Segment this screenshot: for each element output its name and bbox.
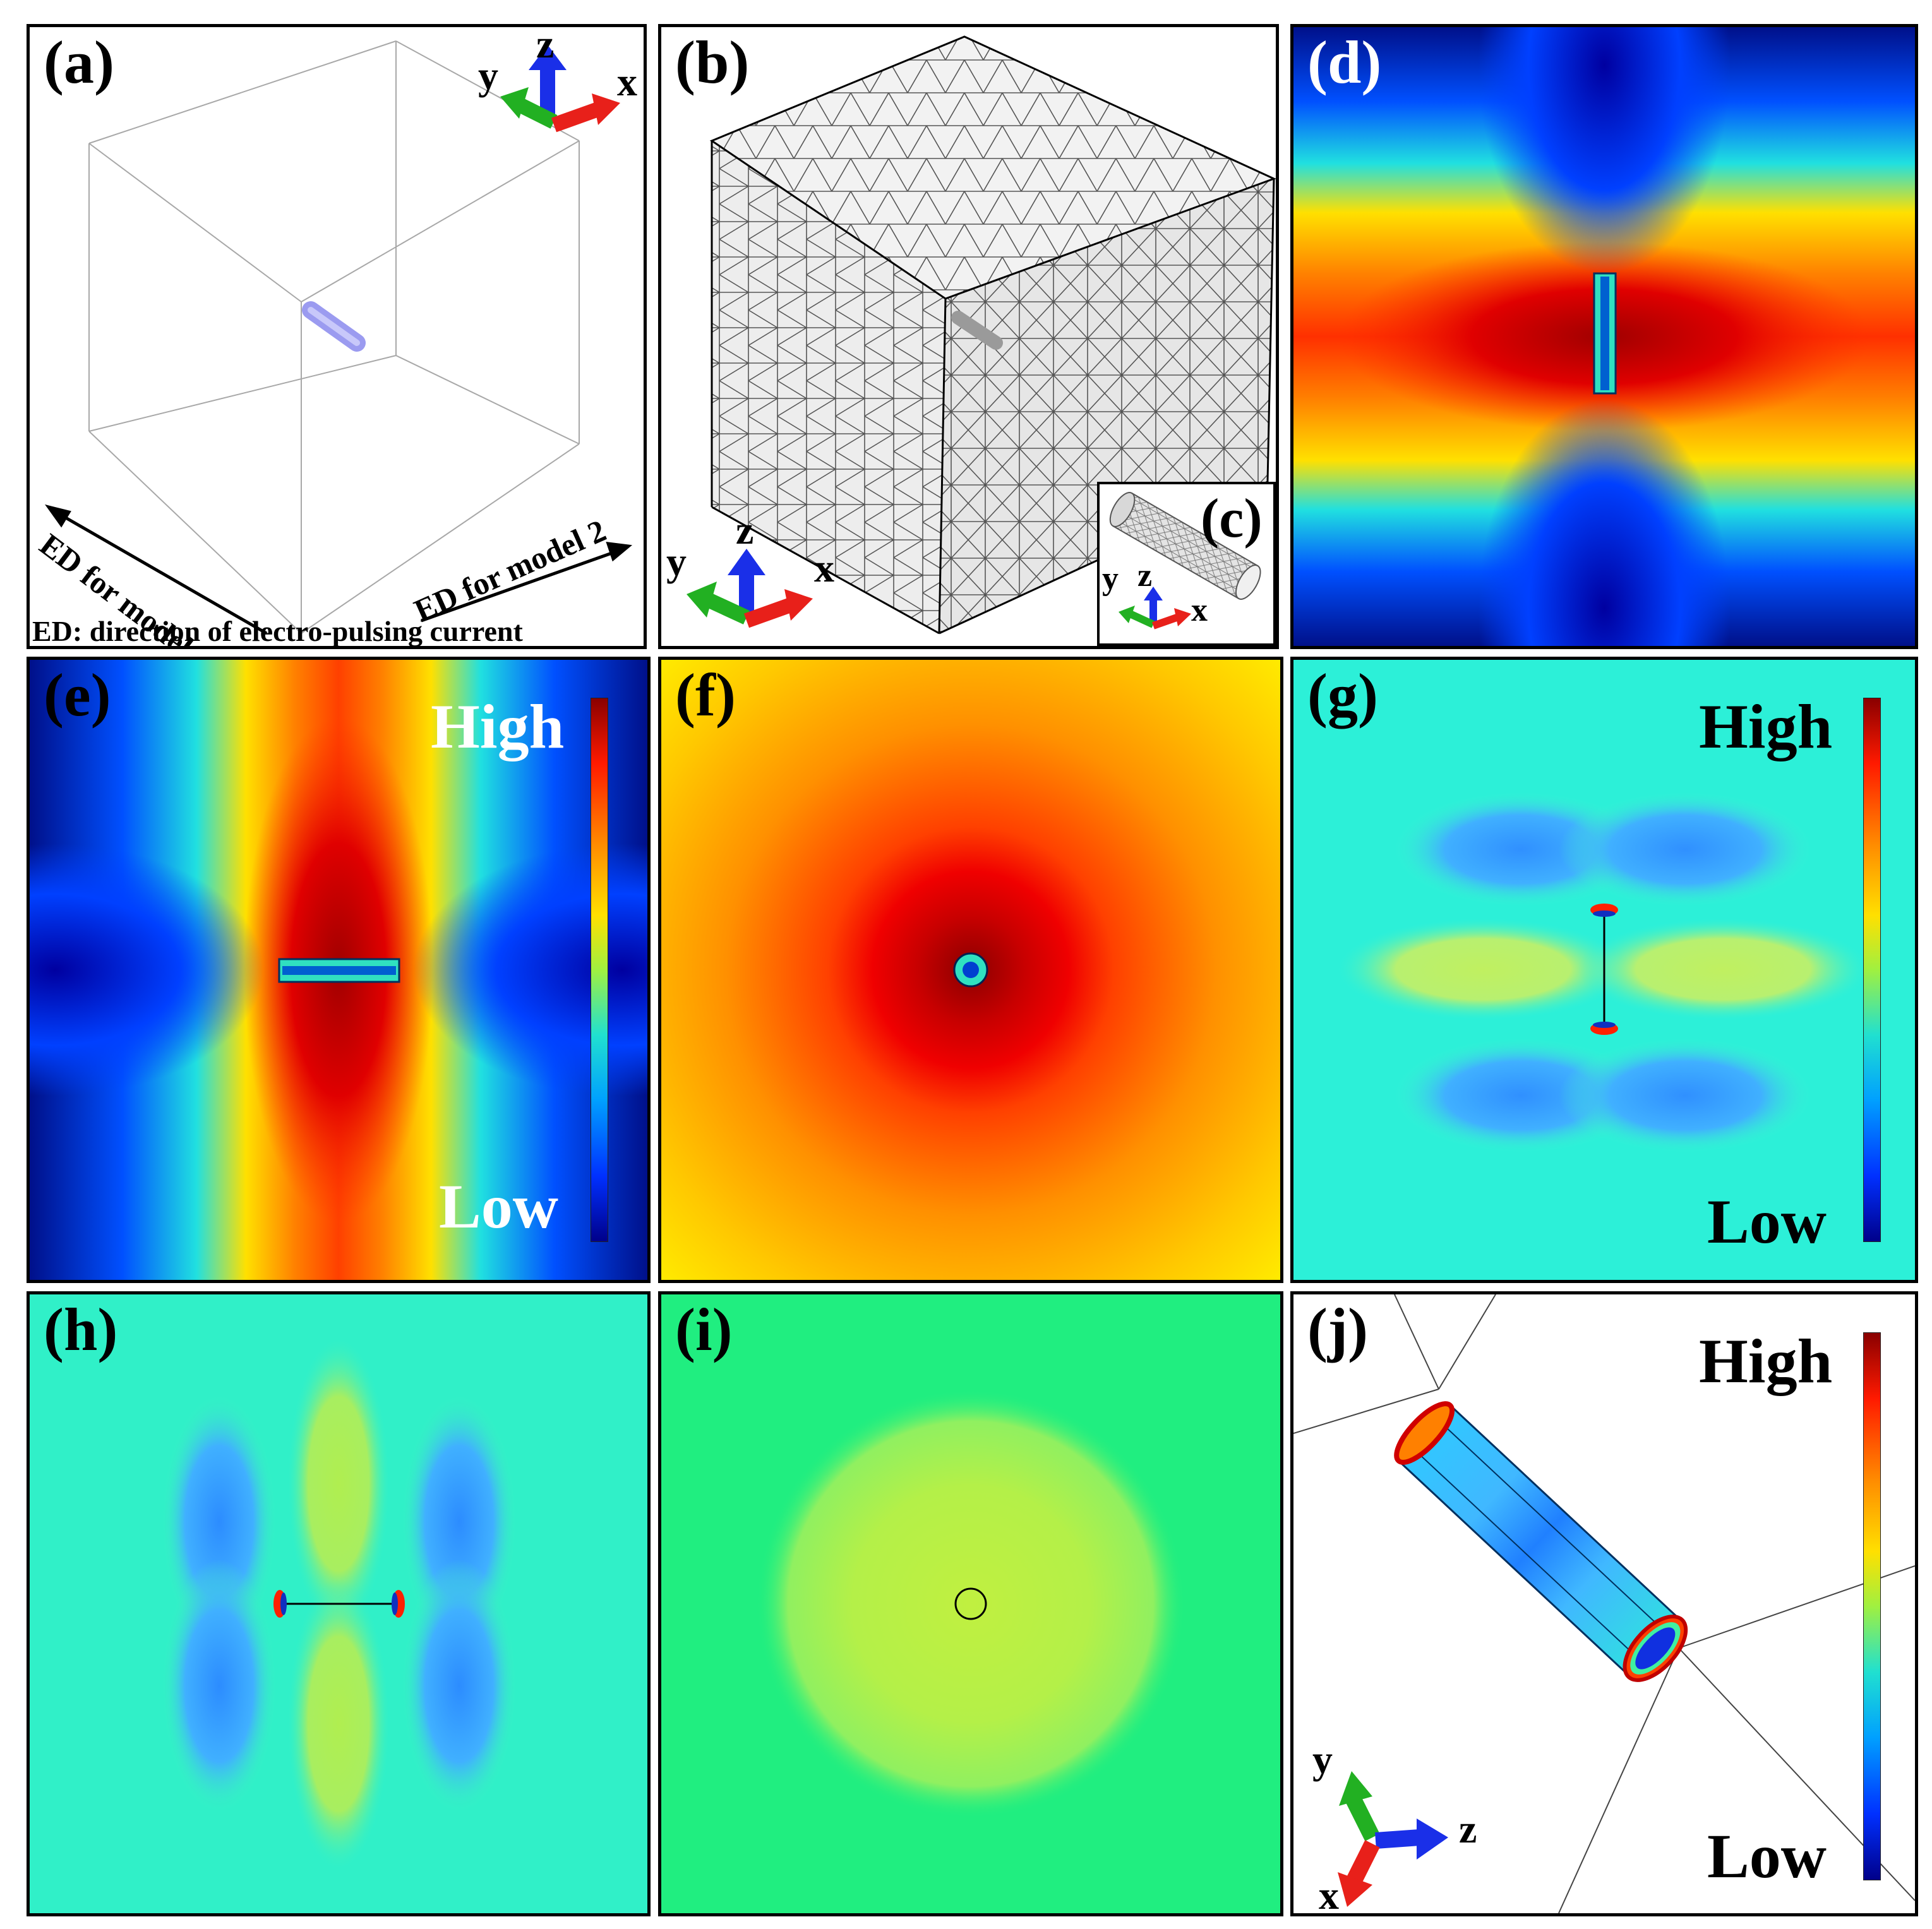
colorbar-low-label: Low: [439, 1171, 558, 1241]
colorbar-low-label: Low: [1707, 1821, 1827, 1891]
panel-label: (j): [1307, 1296, 1368, 1363]
axis-label-y: y: [478, 53, 498, 98]
colorbar-low-label: Low: [1707, 1186, 1827, 1257]
wire-cylinder: [302, 301, 366, 352]
coordinate-triad: [1119, 587, 1191, 630]
panel-label: (d): [1307, 28, 1382, 96]
coordinate-triad: [687, 549, 813, 628]
panel-h: (h): [27, 1291, 651, 1916]
axis-label-x: x: [1319, 1873, 1339, 1916]
coordinate-triad: [500, 45, 620, 133]
panel-label: (b): [675, 28, 750, 96]
colorbar-high-label: High: [1699, 1326, 1833, 1396]
panel-label: (f): [675, 661, 736, 729]
axis-label-y: y: [1102, 561, 1119, 597]
axis-label-x: x: [617, 59, 637, 104]
field-map-i: [661, 1294, 1280, 1913]
wire-cylinder: [951, 311, 1003, 350]
coordinate-triad: [1338, 1771, 1448, 1907]
panel-label: (c): [1201, 488, 1263, 549]
wire-mesh-cylinder: [1109, 492, 1261, 630]
colorbar: [591, 698, 608, 1242]
panel-a: (a) z y x ED for model 1 ED for model 2 …: [27, 24, 647, 649]
panel-label: (i): [675, 1296, 733, 1363]
mesh-cube: [687, 35, 1276, 635]
field-map-g: [1293, 660, 1915, 1280]
panel-d: (d): [1290, 24, 1918, 649]
field-map-d: [1293, 27, 1915, 646]
colorbar: [1863, 698, 1881, 1242]
panel-label: (h): [44, 1296, 118, 1363]
panel-label: (e): [44, 661, 111, 729]
axis-label-y: y: [666, 539, 687, 584]
axis-label-z: z: [1459, 1807, 1477, 1851]
axis-label-z: z: [536, 24, 555, 66]
field-map-e: [30, 660, 647, 1280]
axis-label-z: z: [736, 508, 754, 552]
panel-f: (f): [658, 657, 1283, 1283]
panel-i: (i): [658, 1291, 1283, 1916]
panel-b: (b) z y x: [658, 24, 1279, 649]
field-map-h: [30, 1294, 647, 1913]
panel-j: (j) High Low y z x: [1290, 1291, 1918, 1916]
ed-note: ED: direction of electro-pulsing current: [32, 615, 523, 647]
axis-label-y: y: [1312, 1737, 1333, 1782]
panel-g: (g) High Low: [1290, 657, 1918, 1283]
colorbar-high-label: High: [431, 691, 565, 761]
axis-label-x: x: [814, 546, 834, 590]
colorbar: [1863, 1332, 1881, 1880]
box-geometry: [45, 40, 633, 635]
panel-label: (a): [44, 28, 114, 96]
panel-c-inset: (c) y z x: [1097, 482, 1276, 646]
axis-label-x: x: [1191, 592, 1208, 628]
field-map-f: [661, 660, 1280, 1280]
colorbar-high-label: High: [1699, 691, 1833, 761]
panel-label: (g): [1307, 661, 1378, 729]
axis-label-z: z: [1137, 558, 1153, 594]
panel-e: (e) High Low: [27, 657, 651, 1283]
